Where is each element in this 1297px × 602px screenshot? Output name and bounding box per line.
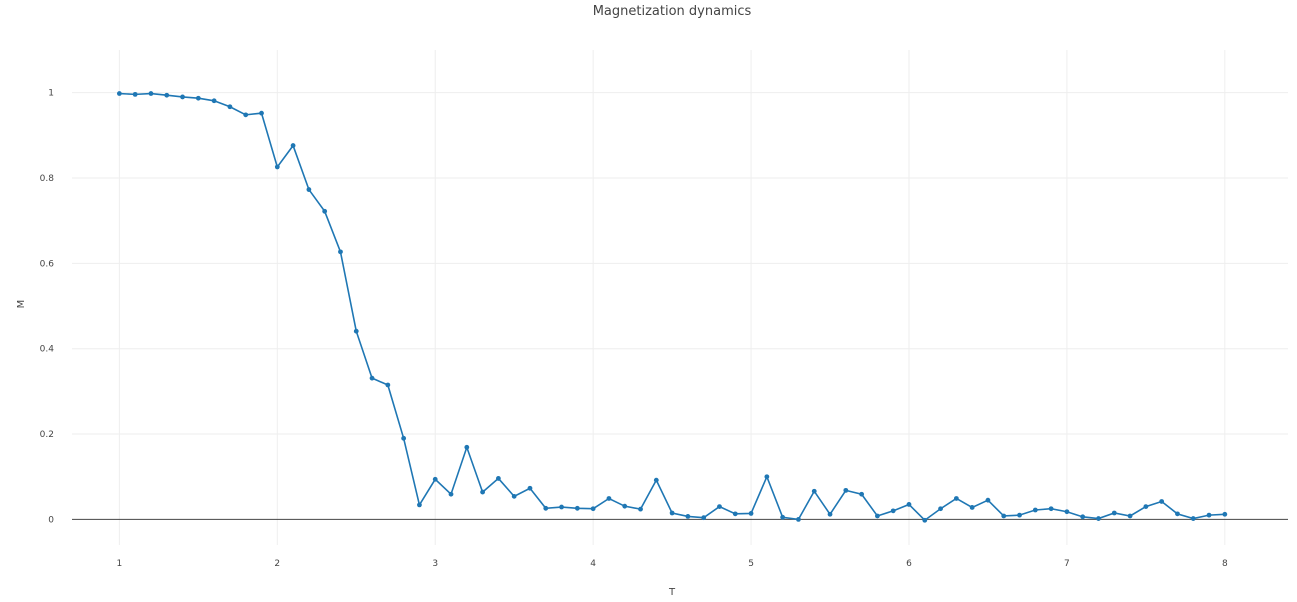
data-point — [306, 187, 312, 192]
data-point — [701, 515, 707, 521]
data-point — [669, 510, 675, 516]
data-point — [1143, 504, 1149, 509]
data-point — [875, 513, 880, 519]
y-axis-label: M — [16, 300, 27, 309]
data-point — [369, 375, 375, 381]
data-point — [164, 92, 170, 98]
x-tick-labels: 1 2 3 4 5 6 7 8 — [117, 559, 1228, 569]
data-point — [274, 164, 280, 170]
data-point — [543, 505, 549, 511]
data-point — [464, 444, 470, 450]
data-point — [906, 502, 912, 507]
data-point — [985, 497, 991, 503]
data-point — [401, 435, 407, 441]
y-tick-labels: 0 0.2 0.4 0.6 0.8 1 — [40, 89, 55, 526]
data-point — [480, 489, 485, 495]
data-point — [1190, 516, 1196, 521]
series-line — [119, 92, 1225, 522]
data-point — [811, 488, 817, 494]
data-point — [290, 143, 296, 148]
data-point — [1175, 511, 1180, 517]
y-tick-label: 0.2 — [40, 430, 54, 440]
y-tick-label: 0 — [48, 515, 54, 525]
series-layer — [116, 91, 1228, 523]
data-point — [938, 506, 943, 512]
data-point — [717, 504, 722, 509]
data-point — [638, 506, 643, 512]
data-point — [969, 505, 975, 510]
x-axis-label: T — [668, 587, 676, 598]
data-point — [1048, 506, 1054, 512]
data-point — [353, 328, 359, 334]
data-point — [574, 505, 580, 511]
data-point — [1017, 512, 1022, 518]
y-tick-label: 0.4 — [40, 345, 55, 355]
data-point — [859, 491, 865, 497]
x-tick-label: 1 — [117, 559, 123, 569]
data-point — [780, 514, 786, 520]
data-point — [827, 511, 833, 517]
data-point — [764, 474, 770, 480]
data-point — [590, 506, 596, 512]
data-point — [227, 104, 233, 110]
data-point — [385, 382, 391, 388]
data-point — [448, 491, 454, 497]
data-point — [732, 511, 738, 517]
data-point — [1127, 513, 1133, 519]
data-point — [1206, 512, 1212, 518]
data-point — [495, 476, 501, 481]
data-point — [243, 112, 249, 118]
data-point — [606, 496, 612, 501]
data-point — [527, 485, 533, 491]
data-point — [922, 517, 928, 523]
x-tick-label: 8 — [1222, 559, 1228, 569]
data-point — [653, 477, 659, 483]
grid-lines — [72, 50, 1288, 545]
data-point — [1080, 514, 1086, 520]
data-point — [1064, 509, 1070, 515]
data-point — [1096, 516, 1101, 521]
data-point — [132, 91, 138, 97]
data-point — [116, 91, 122, 96]
y-tick-label: 0.6 — [40, 259, 55, 269]
x-tick-label: 5 — [748, 559, 754, 569]
data-point — [843, 487, 849, 493]
data-point — [622, 503, 628, 509]
y-tick-label: 0.8 — [40, 174, 55, 184]
data-point — [432, 476, 438, 482]
data-point — [685, 514, 691, 519]
data-point — [1222, 511, 1228, 517]
data-point — [322, 208, 328, 214]
data-point — [796, 516, 801, 522]
data-point — [1001, 513, 1007, 519]
data-point — [748, 511, 754, 516]
data-point — [890, 508, 896, 514]
chart-title: Magnetization dynamics — [593, 4, 752, 19]
data-point — [148, 91, 154, 96]
data-point — [180, 94, 185, 100]
y-tick-label: 1 — [48, 89, 54, 99]
data-point — [417, 502, 422, 508]
data-point — [1159, 499, 1165, 504]
data-point — [953, 496, 959, 501]
x-tick-label: 7 — [1064, 559, 1070, 569]
x-tick-label: 3 — [432, 559, 438, 569]
data-point — [1111, 510, 1117, 516]
data-point — [511, 493, 517, 499]
x-tick-label: 4 — [590, 559, 596, 569]
data-point — [259, 110, 264, 116]
x-tick-label: 2 — [274, 559, 280, 569]
data-point — [195, 95, 201, 101]
data-point — [211, 98, 217, 104]
x-tick-label: 6 — [906, 559, 912, 569]
data-point — [338, 249, 343, 255]
data-point — [1032, 507, 1038, 513]
data-point — [559, 504, 564, 510]
